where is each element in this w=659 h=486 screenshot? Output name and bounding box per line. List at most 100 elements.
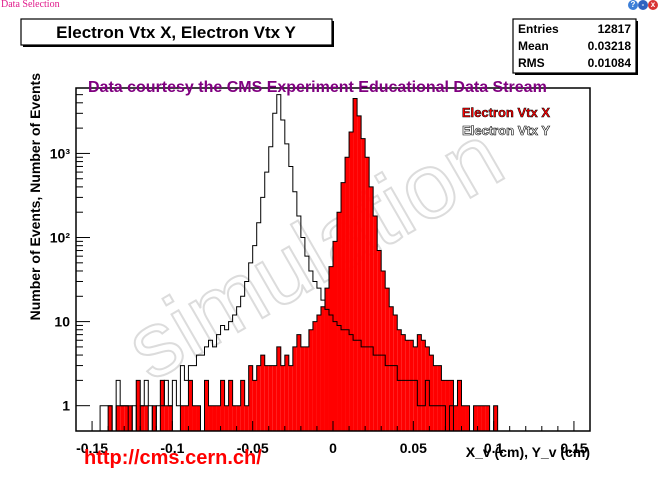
bar-x-59 (312, 321, 317, 431)
stats-box: Entries 12817 Mean 0.03218 RMS 0.01084 (512, 18, 638, 75)
bar-x-63 (328, 266, 333, 431)
bar-x-58 (308, 329, 313, 431)
bar-x-85 (417, 334, 422, 431)
stats-entries-label: Entries (518, 22, 559, 36)
stats-mean-value: 0.03218 (588, 39, 632, 53)
x-tick-label: 0 (329, 440, 337, 456)
legend: Electron Vtx X Electron Vtx Y (462, 105, 551, 139)
bar-x-101 (481, 405, 486, 431)
bar-x-56 (300, 346, 305, 431)
courtesy-note: Data courtesy the CMS Experiment Educati… (88, 79, 547, 96)
bar-x-46 (260, 355, 265, 431)
help-icon[interactable]: ? (628, 0, 638, 10)
bar-x-87 (425, 346, 430, 431)
bar-x-45 (256, 365, 261, 431)
minimize-icon[interactable]: - (638, 0, 648, 10)
x-tick-label: 0.1 (484, 440, 504, 456)
bar-x-95 (457, 380, 462, 431)
bar-x-35 (216, 405, 221, 431)
bar-x-50 (276, 346, 281, 431)
bar-x-51 (280, 365, 285, 431)
stats-rms-value: 0.01084 (588, 56, 632, 70)
bar-x-82 (405, 340, 410, 431)
bar-x-8 (108, 405, 113, 431)
bar-x-33 (208, 405, 213, 431)
x-tick-label: -0.05 (237, 440, 269, 456)
y-tick-label: 10³ (50, 145, 71, 161)
bar-x-86 (421, 340, 426, 431)
bar-x-65 (337, 212, 342, 431)
legend-entry-y: Electron Vtx Y (462, 123, 550, 138)
histogram-chart: simulation -0.15 -0.1 -0.05 0 0.05 0.1 0.15110… (20, 18, 638, 469)
bar-x-76 (381, 270, 386, 431)
bar-x-69 (353, 98, 358, 431)
y-tick-label: 10 (54, 314, 70, 330)
bar-x-89 (433, 365, 438, 431)
bar-x-10 (116, 405, 121, 431)
bar-x-54 (292, 346, 297, 431)
bar-x-30 (196, 405, 201, 431)
window-titlebar: Data Selection ? - x (0, 0, 659, 11)
bar-x-48 (268, 365, 273, 431)
bar-x-74 (373, 216, 378, 431)
stats-rms-label: RMS (518, 56, 545, 70)
legend-entry-x: Electron Vtx X (462, 105, 550, 120)
bar-x-67 (345, 157, 350, 431)
bar-x-17 (144, 405, 149, 431)
x-tick-label: -0.1 (160, 440, 184, 456)
bar-x-84 (413, 346, 418, 431)
bar-x-104 (493, 405, 498, 431)
bar-x-28 (188, 380, 193, 431)
bar-x-60 (316, 314, 321, 431)
series-electron-vtx-x (76, 98, 590, 432)
bar-x-96 (461, 405, 466, 431)
bar-x-34 (212, 405, 217, 431)
bar-x-90 (437, 365, 442, 431)
bar-x-23 (168, 405, 173, 431)
stats-mean-label: Mean (518, 39, 549, 53)
bar-x-61 (320, 306, 325, 431)
bar-x-71 (361, 138, 366, 431)
bar-x-38 (228, 380, 233, 431)
bar-x-19 (152, 405, 157, 431)
bar-x-99 (473, 405, 478, 431)
y-tick-label: 10² (50, 230, 71, 246)
bar-x-32 (204, 380, 209, 431)
bar-x-39 (232, 405, 237, 431)
bar-x-81 (401, 334, 406, 431)
bar-x-102 (485, 405, 490, 431)
bar-x-11 (120, 405, 125, 431)
window-title: Data Selection (1, 0, 60, 10)
bar-x-36 (220, 380, 225, 431)
bar-x-73 (369, 186, 374, 431)
x-tick-label: 0.15 (560, 440, 587, 456)
bar-x-41 (240, 380, 245, 431)
bar-x-22 (164, 405, 169, 431)
bar-x-16 (140, 405, 145, 431)
histogram-bars (76, 94, 590, 432)
cms-url-link[interactable]: http://cms.cern.ch/ (84, 447, 262, 469)
bar-x-94 (453, 405, 458, 431)
bar-x-49 (272, 365, 277, 431)
histogram-canvas: simulation -0.15 -0.1 -0.05 0 0.05 0.1 0.15 1 10… (0, 11, 659, 486)
y-tick-label: 1 (62, 398, 70, 414)
bar-x-79 (393, 314, 398, 431)
x-tick-label: 0.05 (400, 440, 427, 456)
bar-x-13 (128, 405, 133, 431)
y-axis-title: Number of Events, Number of Events (27, 73, 43, 321)
histogram-title: Electron Vtx X, Electron Vtx Y (56, 23, 296, 42)
bar-x-92 (445, 380, 450, 431)
bar-x-72 (365, 157, 370, 431)
bar-x-62 (324, 288, 329, 431)
bar-x-75 (377, 250, 382, 431)
bar-x-53 (288, 365, 293, 431)
bar-x-29 (192, 405, 197, 431)
close-icon[interactable]: x (648, 0, 658, 10)
bar-x-100 (477, 405, 482, 431)
bar-x-68 (349, 131, 354, 431)
axes: -0.15 -0.1 -0.05 0 0.05 0.1 0.15 1 10 10² 10³ (50, 87, 591, 456)
bar-x-52 (284, 355, 289, 431)
bar-x-97 (465, 405, 470, 431)
bar-x-64 (333, 241, 338, 431)
bar-x-78 (389, 306, 394, 431)
